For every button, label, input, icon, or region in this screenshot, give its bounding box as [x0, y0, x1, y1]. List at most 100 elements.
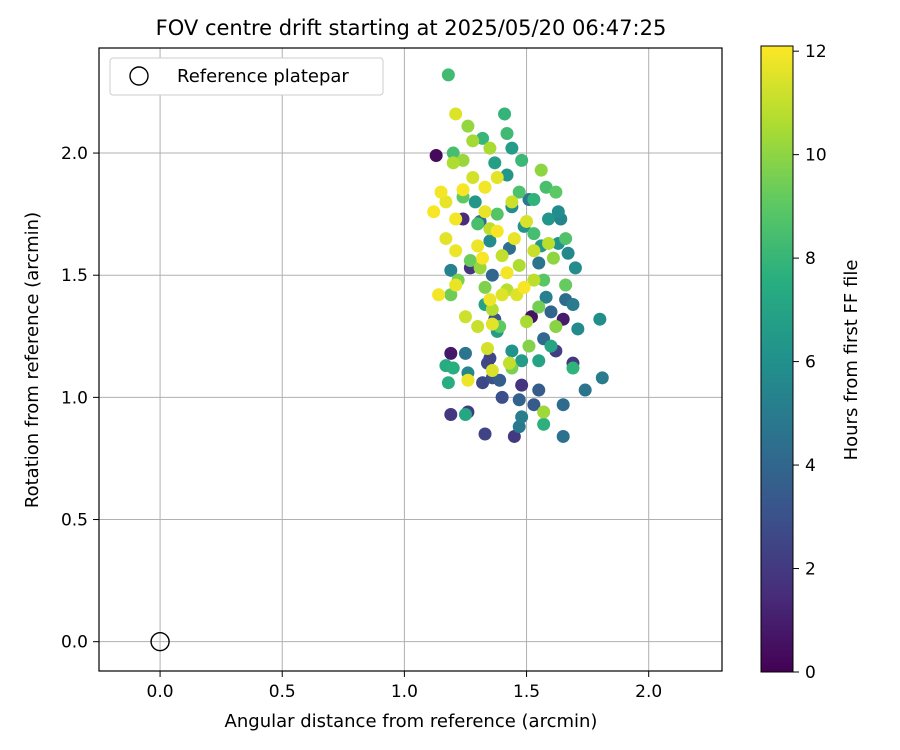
x-axis-ticks: 0.0 0.5 1.0 1.5 2.0	[147, 671, 662, 702]
data-point	[512, 185, 526, 199]
data-point	[549, 185, 563, 199]
plot-frame	[98, 47, 723, 672]
data-point	[463, 254, 477, 268]
data-point	[449, 107, 463, 121]
colorbar-tick-label: 8	[805, 249, 816, 269]
data-point	[515, 410, 529, 424]
data-point	[471, 239, 485, 253]
data-point	[441, 376, 455, 390]
colorbar-ticks: 0 2 4 6 8 10 12	[793, 42, 827, 683]
data-point	[505, 141, 519, 155]
data-point	[468, 195, 482, 209]
data-point	[517, 280, 531, 294]
colorbar-tick-label: 12	[805, 42, 827, 62]
data-point	[512, 393, 526, 407]
data-point	[507, 232, 521, 246]
data-point	[505, 195, 519, 209]
data-point	[537, 273, 551, 287]
data-point	[458, 310, 472, 324]
data-point	[537, 405, 551, 419]
data-point	[466, 170, 480, 184]
data-point	[556, 429, 570, 443]
colorbar-gradient	[760, 45, 794, 673]
y-axis-ticks: 0.0 0.5 1.0 1.5 2.0	[61, 144, 99, 653]
colorbar-tick-label: 4	[805, 456, 816, 476]
data-point	[568, 261, 582, 275]
data-point	[485, 317, 499, 331]
data-point	[566, 361, 580, 375]
data-point	[478, 205, 492, 219]
y-tick-label: 0.0	[61, 633, 88, 653]
data-point	[527, 398, 541, 412]
colorbar: 0 2 4 6 8 10 12 Hours from first FF file	[760, 42, 862, 683]
legend-label: Reference platepar	[177, 66, 349, 87]
grid-lines	[99, 48, 722, 671]
data-point	[495, 249, 509, 263]
data-point	[458, 346, 472, 360]
data-point	[532, 383, 546, 397]
data-point	[578, 383, 592, 397]
data-point	[593, 312, 607, 326]
data-point	[500, 127, 514, 141]
data-point	[527, 192, 541, 206]
data-point	[498, 107, 512, 121]
data-point	[544, 339, 558, 353]
chart-title: FOV centre drift starting at 2025/05/20 …	[156, 16, 667, 40]
data-point	[500, 168, 514, 182]
data-point	[527, 273, 541, 287]
colorbar-tick-label: 6	[805, 353, 816, 373]
data-point	[559, 232, 573, 246]
colorbar-tick-label: 0	[805, 663, 816, 683]
legend-marker-icon	[129, 66, 149, 86]
data-point	[441, 68, 455, 82]
data-point	[476, 376, 490, 390]
data-point	[520, 214, 534, 228]
data-point	[532, 354, 546, 368]
data-point	[485, 302, 499, 316]
data-point	[505, 344, 519, 358]
data-point	[449, 212, 463, 226]
x-tick-label: 1.0	[391, 682, 418, 702]
data-point	[444, 263, 458, 277]
y-tick-label: 2.0	[61, 144, 88, 164]
data-point	[515, 153, 529, 167]
data-point	[490, 224, 504, 238]
data-point	[439, 232, 453, 246]
data-point	[427, 205, 441, 219]
reference-platepar-marker	[150, 631, 170, 652]
data-point	[522, 339, 536, 353]
data-point	[532, 256, 546, 270]
data-point	[512, 258, 526, 272]
data-point	[480, 342, 494, 356]
data-point	[488, 156, 502, 170]
data-point	[495, 390, 509, 404]
data-point	[527, 227, 541, 241]
colorbar-tick-label: 10	[805, 146, 827, 166]
data-point	[490, 170, 504, 184]
data-point	[539, 290, 553, 304]
data-point	[549, 320, 563, 334]
data-point	[439, 195, 453, 209]
data-point	[444, 288, 458, 302]
data-point	[476, 251, 490, 265]
data-point	[534, 163, 548, 177]
data-point	[471, 320, 485, 334]
data-point	[461, 373, 475, 387]
y-tick-label: 1.5	[61, 266, 88, 286]
data-point	[502, 356, 516, 370]
data-point	[458, 407, 472, 421]
data-point	[485, 268, 499, 282]
data-point	[495, 288, 509, 302]
legend: Reference platepar	[109, 57, 384, 96]
data-point	[515, 354, 529, 368]
data-point	[461, 119, 475, 133]
data-point	[566, 298, 580, 312]
data-point	[456, 153, 470, 167]
x-axis-label: Angular distance from reference (arcmin)	[225, 711, 598, 732]
data-point	[546, 251, 560, 265]
y-tick-label: 1.0	[61, 388, 88, 408]
data-point	[446, 361, 460, 375]
data-point	[434, 185, 448, 199]
scatter-points	[427, 68, 609, 443]
